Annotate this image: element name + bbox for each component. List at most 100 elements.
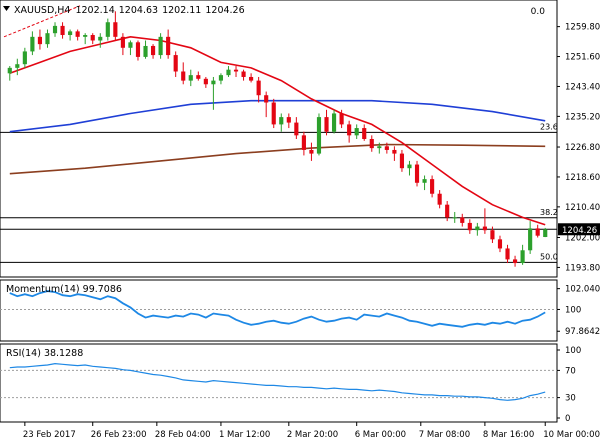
candle-body xyxy=(392,149,397,154)
fib-level-label: 50.0 xyxy=(540,252,558,261)
indicator-zero-value: 0.0 xyxy=(531,7,546,17)
channel-line xyxy=(3,5,81,38)
time-tick-label: 2 Mar 20:00 xyxy=(287,430,338,440)
candle-body xyxy=(347,124,352,136)
rsi-series xyxy=(9,362,546,401)
time-tick-label: 28 Feb 04:00 xyxy=(155,430,211,440)
candle-body xyxy=(196,75,201,79)
candle-body xyxy=(15,64,20,68)
candle-body xyxy=(324,117,329,132)
candle-body xyxy=(60,25,65,36)
momentum-panel-frame xyxy=(0,279,558,342)
price-tick-label: 1243.40 xyxy=(565,82,600,92)
candle-body xyxy=(30,36,35,52)
candle-body xyxy=(437,193,442,205)
candle-body xyxy=(362,128,367,139)
price-tick-label: 1193.80 xyxy=(565,263,600,273)
candle-body xyxy=(497,239,503,249)
candlesticks xyxy=(7,11,548,267)
last-price-box xyxy=(558,223,600,236)
candle-body xyxy=(490,230,495,240)
price-tick-label: 1218.60 xyxy=(565,173,600,183)
candle-body xyxy=(173,55,178,72)
fib-level-label: 38.2 xyxy=(540,208,558,217)
candle-body xyxy=(422,179,427,183)
time-tick-label: 8 Mar 16:00 xyxy=(483,430,534,440)
momentum-tick-label: 102.0402 xyxy=(565,285,600,295)
candle-body xyxy=(543,229,548,238)
candle-body xyxy=(211,80,216,85)
time-axis: 23 Feb 2017 26 Feb 23:00 28 Feb 04:00 1 Mar… xyxy=(23,422,600,440)
candle-body xyxy=(105,22,110,37)
price-tick-label: 1202.00 xyxy=(565,234,600,244)
candle-body xyxy=(279,117,284,125)
candle-body xyxy=(339,113,344,125)
rsi-panel-frame xyxy=(0,343,558,423)
rsi-reference-lines xyxy=(0,369,557,399)
candle-body xyxy=(377,146,382,149)
rsi-line xyxy=(9,362,546,401)
candle-body xyxy=(384,146,389,150)
candle-body xyxy=(256,80,261,96)
fib-level-label: 23.6 xyxy=(540,122,558,131)
candle-body xyxy=(98,36,103,41)
candle-body xyxy=(128,42,133,48)
candle-body xyxy=(45,33,50,45)
price-tick-label: 1235.20 xyxy=(565,112,600,122)
momentum-series xyxy=(9,290,546,328)
collapse-arrow-icon[interactable] xyxy=(3,6,10,11)
candle-body xyxy=(218,75,224,81)
candle-body xyxy=(369,139,374,149)
candle-body xyxy=(143,45,148,57)
candle-body xyxy=(158,36,163,56)
time-tick-label: 26 Feb 23:00 xyxy=(91,430,147,440)
rsi-tick-label: 70 xyxy=(565,366,576,376)
candle-body xyxy=(407,164,412,169)
price-tick-label: 1226.80 xyxy=(565,143,600,153)
candle-body xyxy=(249,76,254,81)
candle-body xyxy=(203,78,208,85)
candle-body xyxy=(528,228,533,251)
rsi-tick-label: 30 xyxy=(565,394,576,404)
candle-body xyxy=(90,35,95,41)
candle-body xyxy=(166,36,171,56)
candle-body xyxy=(354,128,359,136)
time-tick-label: 1 Mar 12:00 xyxy=(219,430,270,440)
candle-body xyxy=(482,226,487,231)
candle-body xyxy=(113,22,118,37)
candle-body xyxy=(460,217,465,223)
price-axis: 1259.80 1251.60 1243.40 1235.20 1226.80 1218.… xyxy=(557,23,600,273)
candle-body xyxy=(7,67,12,74)
rsi-tick-label: 0 xyxy=(565,414,570,424)
candle-body xyxy=(452,217,457,219)
time-tick-label: 7 Mar 08:00 xyxy=(419,430,470,440)
candle-body xyxy=(241,71,246,77)
candle-body xyxy=(271,102,276,125)
candle-body xyxy=(467,222,472,231)
candle-body xyxy=(475,226,480,231)
candle-body xyxy=(233,69,239,72)
momentum-tick-label: 97.8642 xyxy=(565,327,600,337)
candle-body xyxy=(520,250,525,264)
price-panel-frame xyxy=(0,0,558,278)
candle-body xyxy=(68,31,73,36)
candle-body xyxy=(430,179,435,194)
last-price-label: 1204.26 xyxy=(562,226,597,236)
time-tick-label: 10 Mar 00:00 xyxy=(543,430,600,440)
symbol-title: XAUUSD,H4 1202.14 1204.63 1202.11 1204.26 xyxy=(14,5,245,16)
candle-body xyxy=(512,259,518,264)
candle-body xyxy=(83,35,88,37)
candle-body xyxy=(120,36,125,48)
rsi-axis: 100 70 30 0 xyxy=(557,346,581,424)
candle-body xyxy=(181,71,186,81)
candle-body xyxy=(135,42,141,57)
momentum-tick-label: 100 xyxy=(565,305,581,315)
price-tick-label: 1210.40 xyxy=(565,203,600,213)
momentum-line xyxy=(9,290,546,328)
candle-body xyxy=(286,117,291,123)
time-tick-label: 6 Mar 00:00 xyxy=(355,430,406,440)
price-tick-label: 1251.60 xyxy=(565,53,600,63)
candle-body xyxy=(301,135,306,150)
